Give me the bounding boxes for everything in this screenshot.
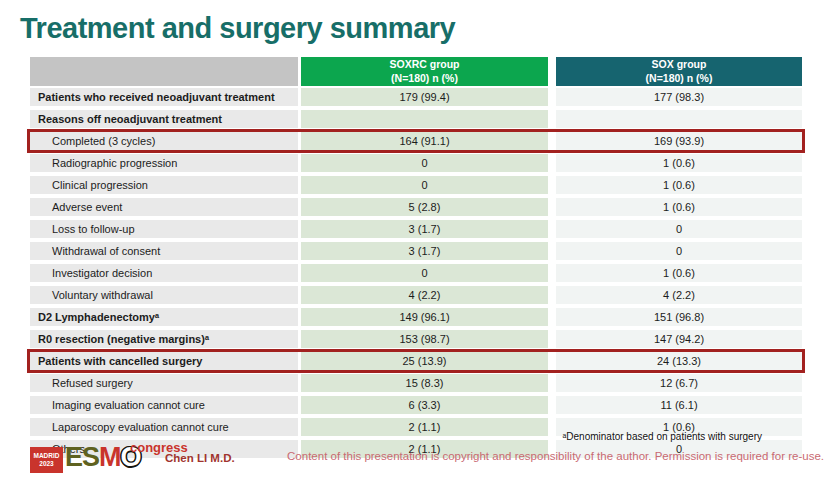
row-label: Investigator decision [30,264,298,282]
row-soxrc-value: 149 (96.1) [301,308,548,326]
row-soxrc-value: 2 (1.1) [301,418,548,436]
row-label: Adverse event [30,198,298,216]
table-row: Adverse event 5 (2.8) 1 (0.6) [30,198,802,218]
table-row: Imaging evaluation cannot cure 6 (3.3) 1… [30,396,802,416]
row-sox-value: 0 [556,242,802,260]
table-row: Refused surgery 15 (8.3) 12 (6.7) [30,374,802,394]
row-label: Loss to follow-up [30,220,298,238]
row-label: Laparoscopy evaluation cannot cure [30,418,298,436]
esmo-letter-e: E [65,442,82,472]
row-soxrc-value: 179 (99.4) [301,88,548,106]
header-cell-sox-group: SOX group (N=180) n (%) [556,57,802,86]
table-row: Loss to follow-up 3 (1.7) 0 [30,220,802,240]
row-label: Reasons off neoadjuvant treatment [30,110,298,128]
row-soxrc-value: 164 (91.1) [301,132,548,150]
row-soxrc-value: 15 (8.3) [301,374,548,392]
table-row: Completed (3 cycles) 164 (91.1) 169 (93.… [30,132,802,152]
row-sox-value: 0 [556,220,802,238]
header-cell-empty [30,57,298,86]
copyright-notice: Content of this presentation is copyrigh… [287,450,824,462]
row-label: D2 Lymphadenectomyᵃ [30,308,298,326]
row-sox-value: 4 (2.2) [556,286,802,304]
row-sox-value: 177 (98.3) [556,88,802,106]
soxrc-group-title: SOXRC group [390,58,460,71]
row-label: Voluntary withdrawal [30,286,298,304]
row-soxrc-value: 25 (13.9) [301,352,548,370]
row-sox-value: 1 (0.6) [556,154,802,172]
row-label: Completed (3 cycles) [30,132,298,150]
row-sox-value: 147 (94.2) [556,330,802,348]
badge-city: MADRID [30,452,63,460]
row-label: Radiographic progression [30,154,298,172]
row-soxrc-value: 3 (1.7) [301,220,548,238]
row-sox-value: 1 (0.6) [556,198,802,216]
row-sox-value: 12 (6.7) [556,374,802,392]
soxrc-group-subtitle: (N=180) n (%) [391,72,458,85]
row-label: Patients who received neoadjuvant treatm… [30,88,298,106]
sox-group-title: SOX group [652,58,707,71]
row-sox-value: 1 (0.6) [556,176,802,194]
page-title: Treatment and surgery summary [20,12,455,45]
table-row: R0 resection (negative margins)ᵃ 153 (98… [30,330,802,350]
row-sox-value: 11 (6.1) [556,396,802,414]
row-soxrc-value: 5 (2.8) [301,198,548,216]
table-row: Voluntary withdrawal 4 (2.2) 4 (2.2) [30,286,802,306]
row-sox-value [556,110,802,128]
row-soxrc-value: 153 (98.7) [301,330,548,348]
denominator-footnote: ᵃDenominator based on patients with surg… [563,431,762,442]
table-row: Withdrawal of consent 3 (1.7) 0 [30,242,802,262]
row-sox-value: 1 (0.6) [556,264,802,282]
row-sox-value: 24 (13.3) [556,352,802,370]
row-soxrc-value: 0 [301,154,548,172]
esmo-letter-m: M [99,442,121,472]
row-soxrc-value: 4 (2.2) [301,286,548,304]
sox-group-subtitle: (N=180) n (%) [646,72,713,85]
row-label: Withdrawal of consent [30,242,298,260]
header-cell-soxrc-group: SOXRC group (N=180) n (%) [301,57,548,86]
row-label: Refused surgery [30,374,298,392]
row-label: Imaging evaluation cannot cure [30,396,298,414]
table-row: Investigator decision 0 1 (0.6) [30,264,802,284]
table-row: Reasons off neoadjuvant treatment [30,110,802,130]
summary-table: SOXRC group (N=180) n (%) SOX group (N=1… [30,57,802,462]
row-sox-value: 169 (93.9) [556,132,802,150]
row-sox-value: 151 (96.8) [556,308,802,326]
table-body: Patients who received neoadjuvant treatm… [30,88,802,460]
table-row: Clinical progression 0 1 (0.6) [30,176,802,196]
row-soxrc-value: 6 (3.3) [301,396,548,414]
author-name: Chen LI M.D. [165,452,235,464]
presentation-slide: Treatment and surgery summary SOXRC grou… [0,0,832,478]
table-header-row: SOXRC group (N=180) n (%) SOX group (N=1… [30,57,802,86]
esmo-letter-s: S [82,442,99,472]
table-row: Patients with cancelled surgery 25 (13.9… [30,352,802,372]
badge-year: 2023 [30,460,63,468]
row-soxrc-value: 0 [301,264,548,282]
table-row: D2 Lymphadenectomyᵃ 149 (96.1) 151 (96.8… [30,308,802,328]
row-soxrc-value: 3 (1.7) [301,242,548,260]
esmo-madrid-badge: MADRID 2023 [30,447,63,473]
row-label: R0 resection (negative margins)ᵃ [30,330,298,348]
row-soxrc-value [301,110,548,128]
row-label: Patients with cancelled surgery [30,352,298,370]
table-row: Radiographic progression 0 1 (0.6) [30,154,802,174]
row-label: Clinical progression [30,176,298,194]
row-soxrc-value: 0 [301,176,548,194]
table-row: Patients who received neoadjuvant treatm… [30,88,802,108]
